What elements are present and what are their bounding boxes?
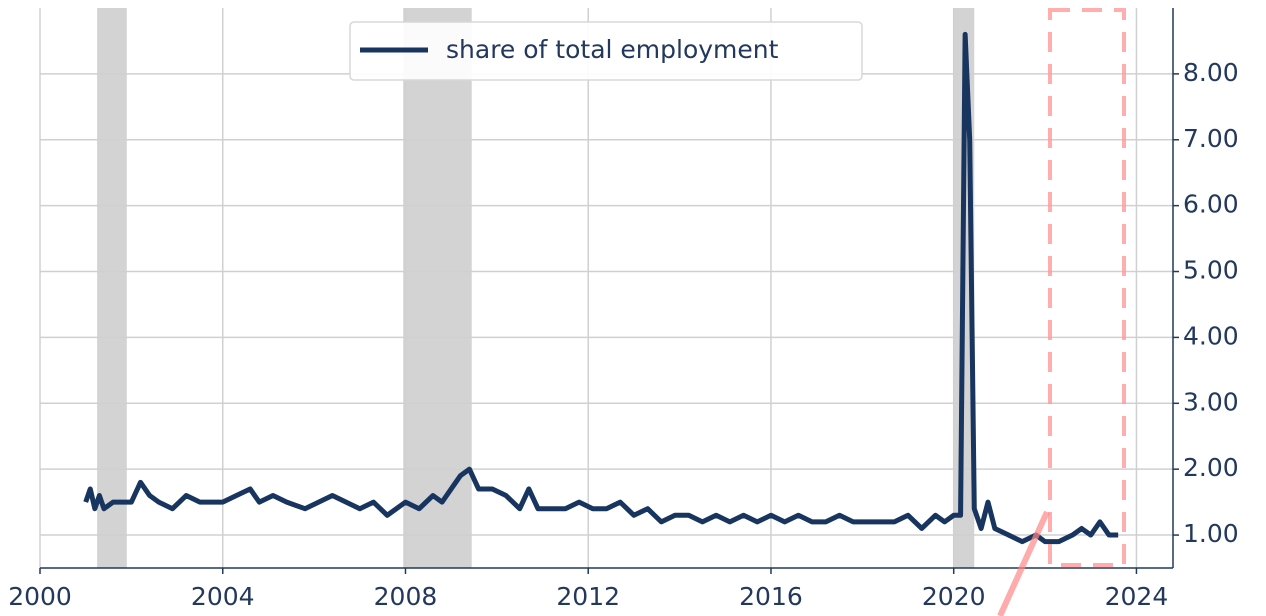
legend: [349, 21, 863, 81]
y-tick-label: 1.00: [1183, 519, 1239, 548]
y-tick-label: 7.00: [1183, 124, 1239, 153]
y-tick-label: 2.00: [1183, 453, 1239, 482]
legend-label: share of total employment: [446, 35, 779, 64]
y-tick-label: 3.00: [1183, 387, 1239, 416]
x-tick-label: 2004: [191, 582, 255, 611]
recession-band: [403, 8, 472, 568]
data-line: [83, 31, 1119, 545]
y-tick-label: 6.00: [1183, 190, 1239, 219]
x-tick-label: 2008: [374, 582, 438, 611]
grid-layer: [39, 8, 1173, 568]
x-tick-label: 2016: [739, 582, 803, 611]
recession-layer: [97, 8, 975, 568]
y-tick-label: 5.00: [1183, 256, 1239, 285]
x-tick-label: 2012: [556, 582, 620, 611]
y-tick-label: 8.00: [1183, 58, 1239, 87]
annotation-arrow: [997, 510, 1050, 616]
x-tick-label: 2000: [8, 582, 72, 611]
y-tick-label: 4.00: [1183, 321, 1239, 350]
recession-band: [97, 8, 127, 568]
x-tick-label: 2020: [922, 582, 986, 611]
line-layer: [83, 31, 1119, 545]
x-tick-label: 2024: [1105, 582, 1169, 611]
highlight-box: [1048, 8, 1126, 567]
